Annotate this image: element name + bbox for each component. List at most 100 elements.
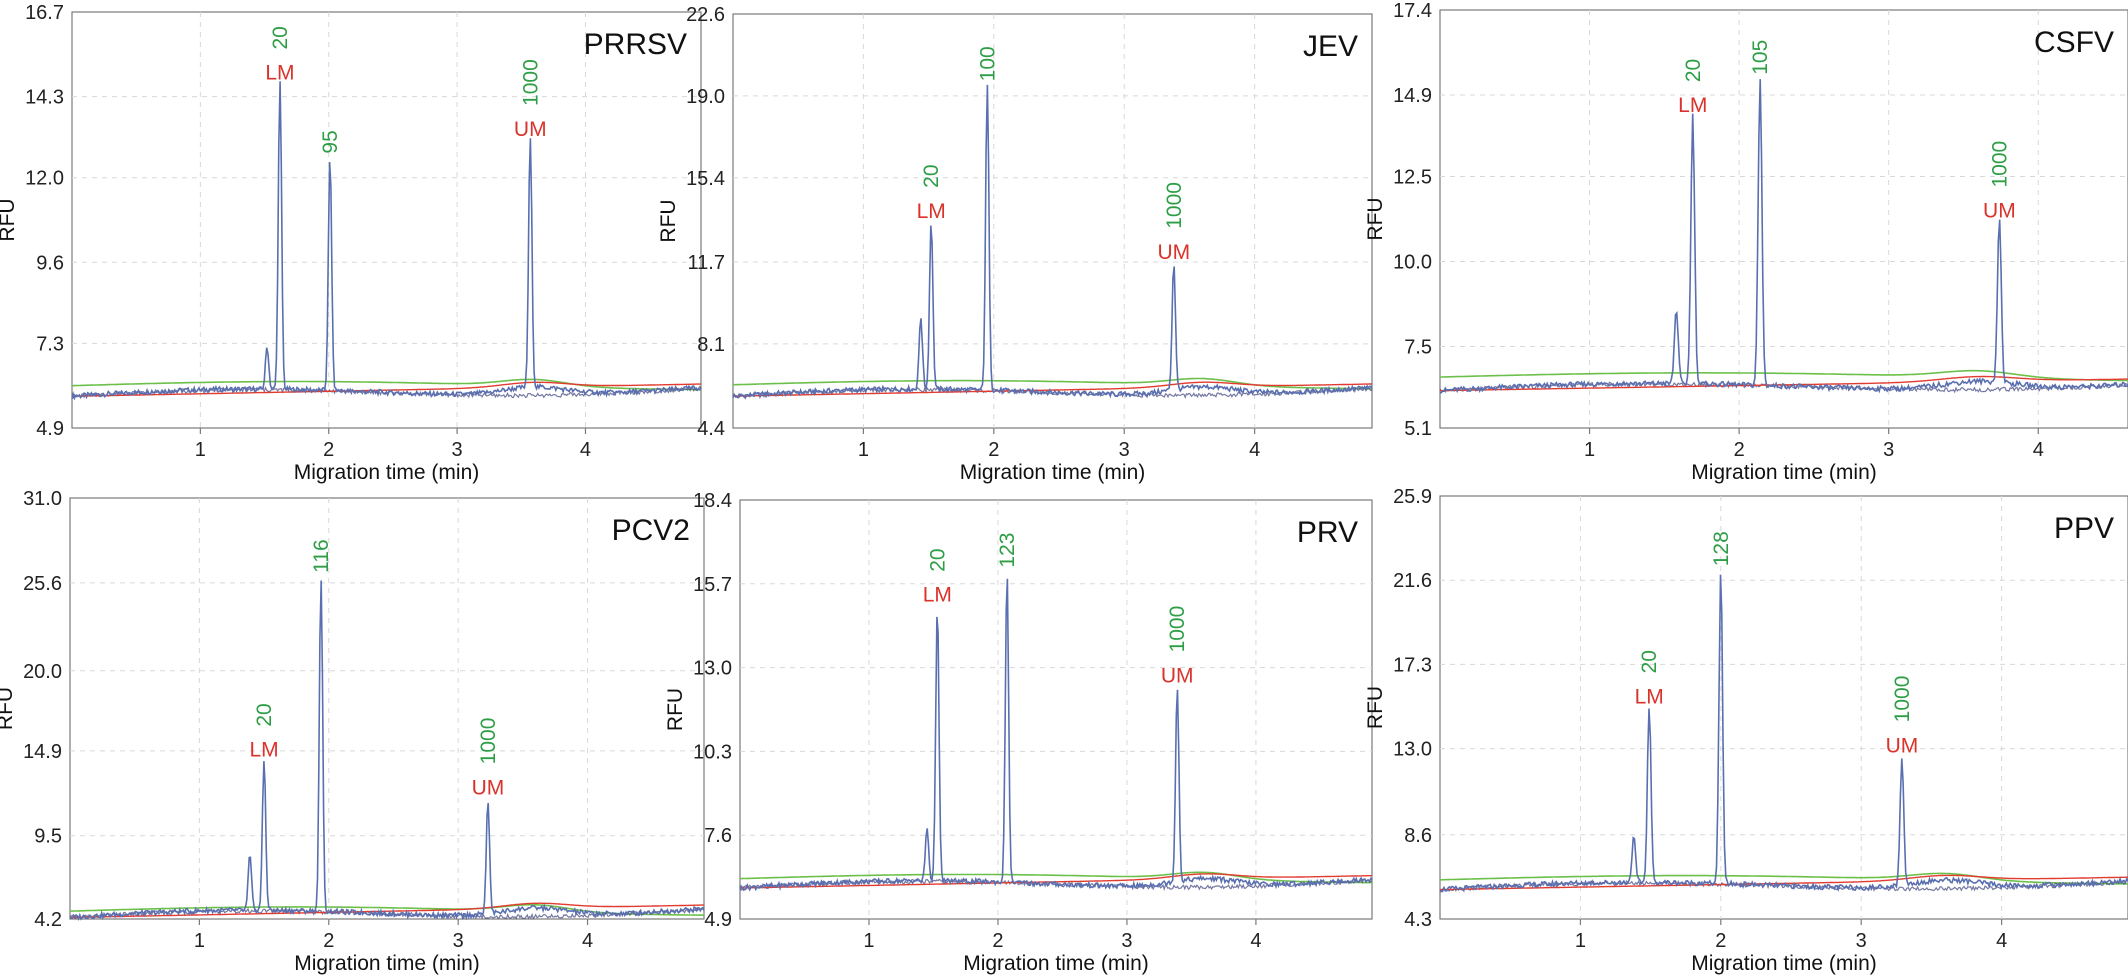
peak-size-label: 95 — [319, 130, 342, 153]
chart-panel-pcv2: 31.0 25.6 20.0 14.9 9.5 4.2 1 2 3 4 Migration time… — [0, 488, 705, 975]
peak-size-label: 128 — [1710, 531, 1733, 566]
peak-size-label: 20 — [926, 548, 949, 571]
peak-size-label: 100 — [976, 46, 999, 81]
y-axis-title: RFU — [0, 687, 17, 730]
y-tick-label: 4.9 — [704, 909, 732, 931]
peak-marker-label: UM — [1161, 664, 1194, 687]
trace-green — [1440, 369, 2128, 382]
peak-size-label: 1000 — [1163, 182, 1186, 229]
x-tick-label: 1 — [194, 930, 205, 952]
panel-label: PCV2 — [612, 514, 690, 547]
x-tick-label: 3 — [453, 930, 464, 952]
trace-red — [739, 873, 1373, 889]
y-tick-label: 20.0 — [23, 661, 62, 683]
peak-size-label: 20 — [253, 703, 276, 726]
y-axis-title: RFU — [0, 198, 19, 241]
trace-sample — [739, 578, 1373, 892]
x-tick-label: 1 — [195, 439, 206, 461]
x-tick-label: 1 — [1584, 439, 1595, 461]
y-tick-label: 5.1 — [1404, 418, 1432, 440]
x-axis-title: Migration time (min) — [1691, 952, 1877, 975]
panel-label: JEV — [1303, 30, 1358, 63]
x-axis-title: Migration time (min) — [294, 952, 480, 975]
y-tick-label: 14.9 — [23, 741, 62, 763]
y-axis-title: RFU — [664, 688, 687, 731]
y-tick-label: 17.4 — [1393, 0, 1432, 22]
peak-size-label: 1000 — [519, 59, 542, 106]
peak-marker-label: UM — [1983, 199, 2016, 222]
trace-green — [739, 871, 1373, 884]
y-tick-label: 13.0 — [1393, 739, 1432, 761]
peak-size-label: 20 — [269, 26, 292, 49]
y-tick-label: 10.0 — [1393, 251, 1432, 273]
y-tick-label: 31.0 — [23, 488, 62, 510]
chart-panel-jev: 22.6 19.0 15.4 11.7 8.1 4.4 1 2 3 4 Migration time… — [657, 4, 1373, 484]
y-tick-label: 16.7 — [25, 2, 64, 24]
y-tick-label: 4.2 — [34, 909, 62, 931]
peak-marker-label: UM — [1886, 734, 1919, 757]
x-tick-label: 1 — [863, 930, 874, 952]
x-tick-label: 4 — [1250, 930, 1261, 952]
peak-size-label: 20 — [1638, 650, 1661, 673]
trace-sample — [732, 84, 1373, 400]
peak-size-label: 1000 — [477, 718, 500, 765]
y-tick-label: 9.6 — [36, 252, 64, 274]
plot-frame — [69, 497, 705, 920]
plot-frame — [1439, 495, 2128, 920]
trace-red — [1440, 874, 2128, 891]
y-tick-label: 15.7 — [693, 574, 732, 596]
y-tick-label: 14.3 — [25, 87, 64, 109]
peak-marker-label: LM — [917, 200, 946, 223]
plot-frame — [1439, 9, 2128, 429]
x-axis-title: Migration time (min) — [960, 461, 1146, 484]
plot-frame — [739, 499, 1373, 920]
y-axis-title: RFU — [1364, 686, 1387, 729]
chart-panel-ppv: 25.9 21.6 17.3 13.0 8.6 4.3 1 2 3 4 Migration time… — [1364, 486, 2128, 975]
y-tick-label: 7.6 — [704, 825, 732, 847]
y-tick-label: 4.3 — [1404, 909, 1432, 931]
peak-marker-label: LM — [249, 739, 278, 762]
y-tick-label: 14.9 — [1393, 85, 1432, 107]
chart-panel-prrsv: 16.7 14.3 12.0 9.6 7.3 4.9 1 2 3 4 Migration time … — [0, 2, 702, 484]
peak-size-label: 20 — [1682, 59, 1705, 82]
trace-sample — [1439, 574, 2128, 893]
y-tick-label: 21.6 — [1393, 570, 1432, 592]
peak-marker-label: UM — [1157, 241, 1190, 264]
peak-size-label: 1000 — [1891, 676, 1914, 723]
trace-green — [1440, 872, 2128, 885]
y-tick-label: 25.6 — [23, 573, 62, 595]
panel-label: PPV — [2054, 512, 2114, 545]
x-tick-label: 4 — [580, 439, 591, 461]
y-tick-label: 4.9 — [36, 418, 64, 440]
trace-red — [71, 381, 702, 397]
peak-marker-label: UM — [472, 776, 505, 799]
panel-label: PRV — [1297, 516, 1358, 549]
peak-marker-label: LM — [265, 62, 294, 85]
y-axis-title: RFU — [657, 199, 680, 242]
trace-red — [70, 902, 704, 919]
peak-size-label: 105 — [1749, 40, 1772, 75]
peak-marker-label: LM — [1678, 94, 1707, 117]
x-tick-label: 4 — [1996, 930, 2007, 952]
x-axis-title: Migration time (min) — [1691, 461, 1877, 484]
x-tick-label: 3 — [1883, 439, 1894, 461]
x-tick-label: 3 — [452, 439, 463, 461]
x-tick-label: 2 — [323, 439, 334, 461]
y-tick-label: 22.6 — [686, 4, 725, 26]
peak-marker-label: LM — [1635, 685, 1664, 708]
peak-marker-label: UM — [514, 118, 547, 141]
y-tick-label: 19.0 — [686, 86, 725, 108]
y-tick-label: 4.4 — [697, 418, 725, 440]
chart-panel-csfv: 17.4 14.9 12.5 10.0 7.5 5.1 1 2 3 4 Migration time… — [1364, 0, 2128, 484]
x-tick-label: 4 — [2033, 439, 2044, 461]
y-tick-label: 11.7 — [688, 252, 725, 274]
y-tick-label: 18.4 — [693, 490, 732, 512]
x-tick-label: 4 — [1249, 439, 1260, 461]
x-tick-label: 4 — [582, 930, 593, 952]
peak-size-label: 123 — [996, 533, 1019, 568]
y-tick-label: 25.9 — [1393, 486, 1432, 508]
y-tick-label: 12.5 — [1393, 167, 1432, 189]
y-tick-label: 7.3 — [36, 333, 64, 355]
